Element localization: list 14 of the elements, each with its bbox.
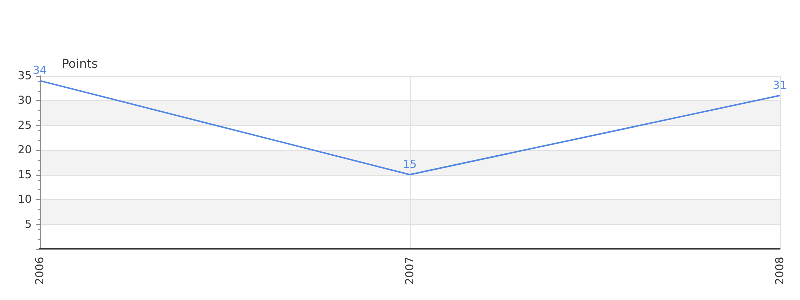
y-tick-label: 35 — [18, 70, 32, 82]
y-tick-label: 15 — [18, 168, 32, 182]
y-tick-label: 5 — [25, 218, 32, 231]
y-axis-title: Points — [62, 57, 98, 71]
y-tick-label: 30 — [18, 94, 32, 108]
y-tick-label: 20 — [18, 144, 32, 157]
y-tick-label: 25 — [18, 118, 32, 132]
x-tick-label: 2006 — [34, 257, 46, 285]
data-label: 31 — [773, 78, 787, 92]
y-tick-label: 10 — [18, 193, 32, 206]
x-tick-label: 2008 — [774, 257, 786, 285]
data-label: 34 — [33, 64, 47, 77]
x-tick-label: 2007 — [404, 257, 416, 285]
data-label: 15 — [403, 158, 417, 171]
